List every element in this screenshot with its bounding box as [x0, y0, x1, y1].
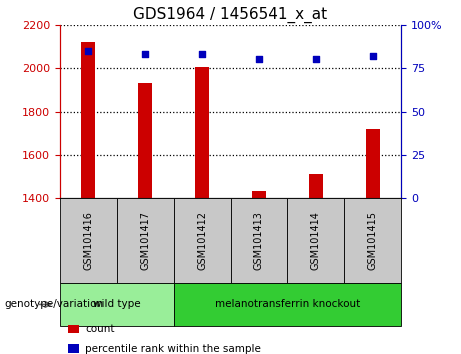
Text: GSM101417: GSM101417	[140, 211, 150, 270]
Point	[255, 57, 263, 62]
Bar	[230, 198, 287, 283]
Bar	[81, 42, 95, 198]
Bar	[60, 198, 117, 283]
Point	[369, 53, 376, 59]
Text: GSM101412: GSM101412	[197, 211, 207, 270]
Bar	[366, 129, 380, 198]
Text: GSM101413: GSM101413	[254, 211, 264, 270]
Bar	[344, 198, 401, 283]
Point	[312, 57, 319, 62]
Text: wild type: wild type	[93, 299, 141, 309]
Text: genotype/variation: genotype/variation	[5, 299, 104, 309]
Bar	[287, 198, 344, 283]
Text: GSM101416: GSM101416	[83, 211, 94, 270]
Text: melanotransferrin knockout: melanotransferrin knockout	[215, 299, 360, 309]
Bar	[252, 191, 266, 198]
Text: count: count	[85, 324, 115, 334]
Bar	[309, 175, 323, 198]
Bar	[195, 67, 209, 198]
Bar	[174, 198, 230, 283]
Bar	[117, 198, 174, 283]
Bar	[68, 325, 79, 333]
Title: GDS1964 / 1456541_x_at: GDS1964 / 1456541_x_at	[133, 7, 328, 23]
Bar	[174, 283, 401, 326]
Text: percentile rank within the sample: percentile rank within the sample	[85, 344, 261, 354]
Bar	[138, 83, 152, 198]
Text: GSM101414: GSM101414	[311, 211, 321, 270]
Point	[85, 48, 92, 53]
Bar	[68, 344, 79, 353]
Point	[198, 51, 206, 57]
Bar	[60, 283, 174, 326]
Point	[142, 51, 149, 57]
Text: GSM101415: GSM101415	[367, 211, 378, 270]
